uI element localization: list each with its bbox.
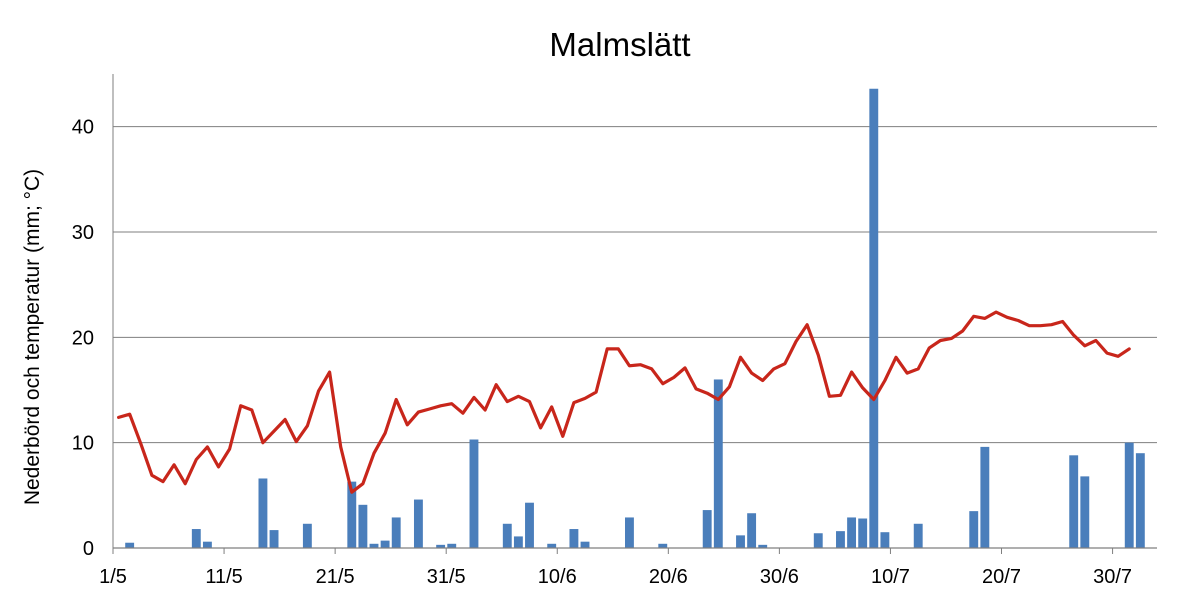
precipitation-bar <box>125 542 135 548</box>
precipitation-bar <box>547 543 557 548</box>
precipitation-bar <box>836 531 845 548</box>
temperature-line <box>116 310 1131 494</box>
tick-labels: 0 10 20 30 40 1/5 11/5 21/5 31/5 10/6 20/6 30/6 10/7… <box>72 117 1132 588</box>
precipitation-bar <box>358 504 368 548</box>
precipitation-bar <box>1124 442 1134 548</box>
y-tick-label: 30 <box>72 222 94 244</box>
precipitation-bar <box>580 541 590 548</box>
precipitation-bar <box>347 481 357 548</box>
axes <box>112 74 1157 554</box>
precipitation-bar <box>302 523 312 548</box>
precipitation-bar <box>758 544 768 548</box>
x-tick-label: 10/7 <box>871 566 910 588</box>
precipitation-bar <box>702 510 712 548</box>
precipitation-bar <box>747 513 757 548</box>
precipitation-bar <box>413 499 423 548</box>
precipitation-bar <box>1069 455 1079 548</box>
y-tick-label: 10 <box>72 433 94 455</box>
x-tick-label: 31/5 <box>427 566 466 588</box>
gridlines <box>113 126 1157 444</box>
precipitation-bar <box>269 530 279 548</box>
precipitation-bar <box>858 518 868 548</box>
precipitation-bar <box>447 543 457 548</box>
x-tick-label: 10/6 <box>538 566 577 588</box>
precipitation-bar <box>813 533 823 548</box>
precipitation-bar <box>1080 476 1090 548</box>
precipitation-bar <box>525 502 534 548</box>
x-tick-label: 21/5 <box>316 566 355 588</box>
precipitation-bar <box>391 517 401 548</box>
x-tick-label: 11/5 <box>205 566 242 588</box>
x-tick-label: 30/6 <box>760 566 799 588</box>
precipitation-bar <box>869 88 879 548</box>
y-tick-label: 20 <box>72 327 94 349</box>
precipitation-bar <box>969 511 979 548</box>
precipitation-bar <box>880 532 890 548</box>
x-tick-label: 20/7 <box>982 566 1021 588</box>
precipitation-bar <box>258 478 268 548</box>
precipitation-bar <box>658 543 668 548</box>
precipitation-bar <box>980 446 990 548</box>
precipitation-bar <box>380 540 390 548</box>
precipitation-bar <box>569 529 579 548</box>
precipitation-bar <box>713 379 723 548</box>
precipitation-bar <box>202 541 212 548</box>
precipitation-bars <box>125 88 1145 548</box>
x-tick-label: 1/5 <box>99 566 127 588</box>
precipitation-bar <box>625 517 634 548</box>
precipitation-bar <box>736 535 745 548</box>
precipitation-bar <box>502 523 512 548</box>
chart-title: Malmslätt <box>549 26 691 63</box>
y-tick-label: 40 <box>72 117 94 139</box>
precipitation-bar <box>469 439 479 548</box>
precipitation-bar <box>513 536 523 548</box>
x-tick-label: 20/6 <box>649 566 688 588</box>
precipitation-bar <box>191 529 201 548</box>
precipitation-bar <box>1135 453 1145 548</box>
precipitation-bar <box>436 544 446 548</box>
temperature-line-group <box>116 310 1131 494</box>
precipitation-bar <box>847 517 857 548</box>
y-tick-label: 0 <box>83 538 94 560</box>
precipitation-bar <box>369 543 379 548</box>
x-tick-label: 30/7 <box>1093 566 1132 588</box>
precipitation-bar <box>913 523 923 548</box>
